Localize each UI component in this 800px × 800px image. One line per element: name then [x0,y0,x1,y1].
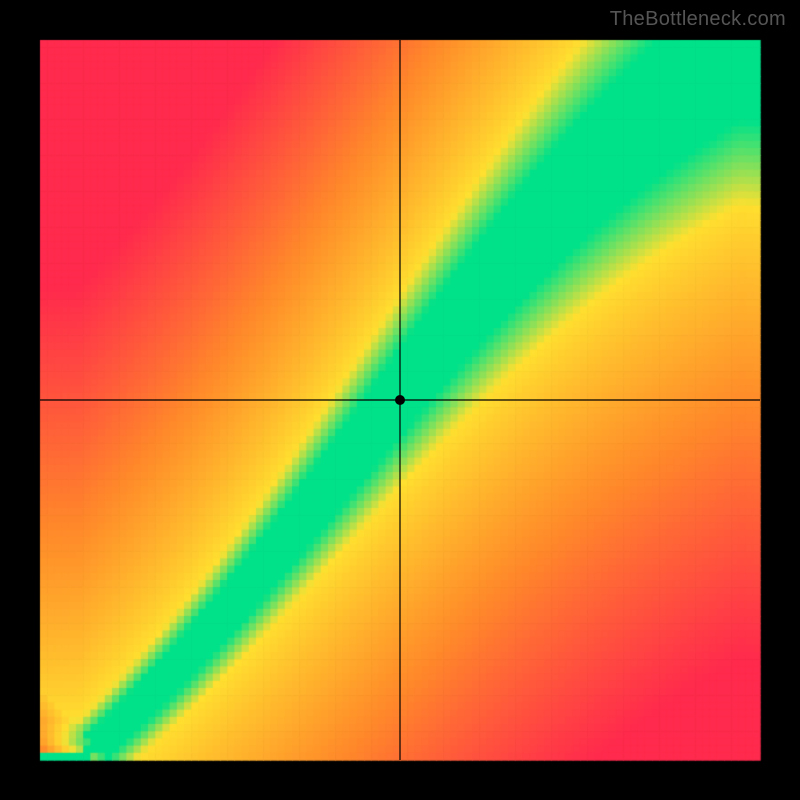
attribution-label: TheBottleneck.com [610,8,786,31]
heatmap-canvas [0,0,800,800]
chart-container: TheBottleneck.com [0,0,800,800]
